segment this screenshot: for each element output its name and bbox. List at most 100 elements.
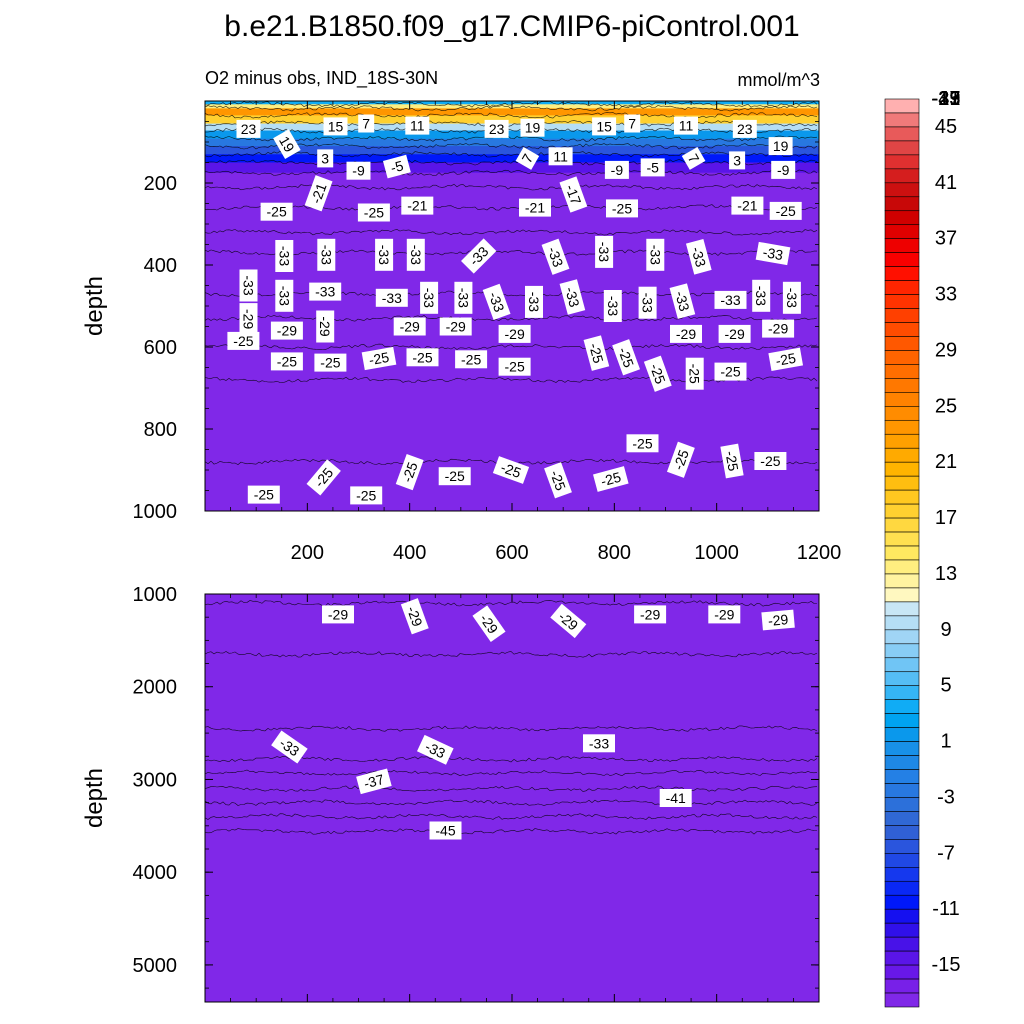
contour-label-text: 23 bbox=[737, 121, 753, 137]
contour-label-box bbox=[304, 175, 333, 212]
contour-label: -25 bbox=[593, 466, 629, 492]
contour-label: -29 bbox=[393, 317, 426, 336]
y-tick-label: 1000 bbox=[133, 501, 178, 523]
contour-label: -25 bbox=[270, 352, 303, 371]
contour-label-box bbox=[382, 154, 411, 179]
contour-label-box bbox=[659, 789, 692, 807]
contour-label-box bbox=[643, 355, 672, 392]
contour-band bbox=[205, 379, 819, 463]
contour-label-box bbox=[406, 238, 425, 271]
contour-label-box bbox=[498, 357, 531, 376]
contour-label: -29 bbox=[708, 605, 741, 624]
contour-line bbox=[205, 135, 818, 142]
contour-label-text: -33 bbox=[753, 286, 769, 306]
contour-label-box bbox=[606, 199, 638, 218]
contour-label: 11 bbox=[405, 116, 430, 135]
lower-y-axis-label: depth bbox=[81, 768, 108, 828]
contour-label: -5 bbox=[640, 158, 665, 177]
y-tick-label: 3000 bbox=[133, 769, 178, 791]
contour-label: -33 bbox=[420, 281, 439, 314]
colorbar-tick-label: -43 bbox=[932, 88, 961, 110]
colorbar-box bbox=[884, 238, 920, 253]
contour-label-text: -5 bbox=[389, 157, 405, 176]
contour-label-text: -33 bbox=[382, 290, 402, 306]
contour-label-box bbox=[395, 453, 424, 491]
colorbar-box bbox=[884, 559, 920, 575]
contour-label: 15 bbox=[592, 117, 617, 136]
contour-label-box bbox=[603, 290, 622, 322]
colorbar-box bbox=[884, 671, 920, 687]
colorbar-box bbox=[884, 657, 920, 673]
contour-label: 15 bbox=[323, 117, 348, 136]
colorbar-box bbox=[884, 587, 920, 603]
contour-label-text: -25 bbox=[364, 205, 384, 221]
contour-label: -25 bbox=[438, 467, 471, 486]
contour-label: -25 bbox=[666, 441, 695, 478]
contour-label-box bbox=[270, 352, 303, 371]
contour-label-box bbox=[769, 201, 802, 220]
contour-label-text: -25 bbox=[445, 468, 465, 484]
colorbar-box bbox=[884, 685, 920, 700]
colorbar-box bbox=[884, 517, 920, 533]
contour-label: -33 bbox=[309, 282, 342, 301]
contour-label-box bbox=[559, 279, 586, 315]
colorbar-box bbox=[884, 419, 920, 435]
contour-label-text: -25 bbox=[277, 353, 297, 369]
contour-label: -29 bbox=[270, 321, 303, 340]
y-tick-label: 2000 bbox=[133, 677, 178, 699]
colorbar-box bbox=[884, 489, 920, 505]
contour-label: -25 bbox=[583, 335, 610, 371]
contour-line bbox=[205, 651, 818, 658]
contour-label-box bbox=[718, 324, 751, 343]
contour-label-box bbox=[638, 286, 657, 319]
contour-label-box bbox=[666, 441, 695, 478]
contour-label-text: -17 bbox=[562, 182, 584, 207]
contour-label-text: -29 bbox=[767, 611, 789, 629]
contour-label-text: -33 bbox=[241, 275, 257, 295]
contour-label-text: -25 bbox=[499, 459, 524, 481]
contour-label: -25 bbox=[350, 486, 383, 505]
contour-line bbox=[205, 183, 818, 191]
contour-band bbox=[205, 115, 819, 125]
contour-label: -37 bbox=[356, 768, 392, 795]
contour-label-text: -25 bbox=[412, 349, 432, 365]
colorbar-box bbox=[884, 741, 920, 756]
colorbar-box bbox=[884, 545, 920, 561]
contour-label-text: -29 bbox=[404, 604, 426, 629]
contour-label-text: -25 bbox=[254, 487, 274, 503]
contour-band bbox=[205, 162, 819, 174]
contour-label-text: 3 bbox=[733, 152, 741, 168]
contour-label-box bbox=[273, 129, 301, 159]
contour-label-text: -33 bbox=[455, 288, 471, 308]
contour-label: -29 bbox=[670, 324, 702, 343]
contour-label-text: -25 bbox=[612, 200, 632, 216]
contour-label-box bbox=[482, 283, 511, 321]
contour-label: -25 bbox=[406, 348, 439, 367]
colorbar-box bbox=[884, 908, 920, 924]
colorbar-box bbox=[884, 98, 920, 114]
lower-contour-lines bbox=[205, 600, 818, 835]
contour-label-text: -29 bbox=[277, 323, 297, 339]
contour-label: 7 bbox=[624, 114, 641, 133]
y-tick-label: 200 bbox=[144, 173, 177, 195]
colorbar-box bbox=[884, 573, 920, 589]
contour-label-box bbox=[624, 114, 641, 133]
contour-line bbox=[205, 143, 818, 150]
contour-label-text: -45 bbox=[435, 823, 455, 839]
contour-label-text: -33 bbox=[486, 290, 508, 315]
colorbar-box bbox=[884, 811, 920, 826]
contour-label-text: -25 bbox=[687, 364, 703, 384]
colorbar-tick-label: 25 bbox=[935, 395, 957, 417]
contour-label-text: -25 bbox=[599, 469, 623, 490]
contour-label-text: -29 bbox=[446, 319, 466, 335]
colorbar-box bbox=[884, 713, 920, 728]
contour-line bbox=[205, 151, 818, 158]
contour-label: -41 bbox=[659, 789, 692, 807]
contour-line bbox=[205, 112, 818, 119]
contour-label-box bbox=[498, 324, 531, 343]
contour-label-box bbox=[314, 353, 347, 372]
contour-label-box bbox=[361, 346, 397, 371]
contour-band bbox=[205, 252, 819, 295]
contour-band bbox=[205, 138, 819, 147]
